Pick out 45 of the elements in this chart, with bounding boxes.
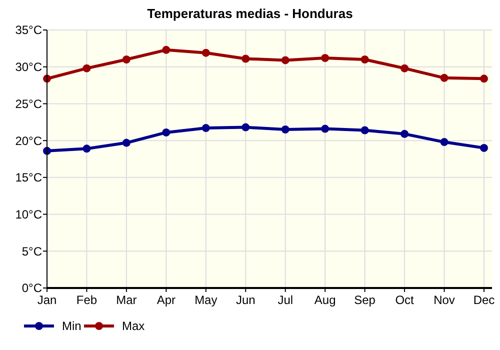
point	[162, 128, 170, 136]
point	[122, 55, 130, 64]
point	[122, 138, 130, 147]
x-tick-label: Feb	[76, 293, 98, 307]
x-tick-label: Jun	[236, 293, 256, 307]
point	[321, 124, 330, 133]
point	[82, 144, 91, 153]
point	[82, 64, 91, 72]
y-tick-label: 5°C	[22, 244, 42, 258]
point	[162, 46, 170, 54]
chart-title: Temperaturas medias - Honduras	[147, 6, 353, 21]
x-tick-label: May	[194, 293, 218, 307]
point	[400, 64, 409, 72]
y-tick-label: 20°C	[15, 134, 42, 148]
point	[360, 55, 369, 64]
point	[360, 126, 369, 134]
y-tick-label: 15°C	[15, 170, 42, 185]
point	[202, 48, 210, 57]
x-tick-label: Aug	[314, 293, 336, 307]
point	[202, 124, 210, 132]
point	[321, 54, 330, 62]
x-tick-label: Nov	[434, 293, 455, 307]
y-tick-label: 35°C	[15, 23, 42, 38]
y-tick-label: 30°C	[15, 60, 42, 74]
legend-label: Max	[122, 319, 145, 334]
point	[440, 138, 448, 146]
x-tick-label: Dec	[473, 293, 495, 307]
y-tick-label: 0°C	[22, 281, 42, 296]
point	[440, 74, 448, 82]
point	[242, 54, 250, 63]
point	[480, 74, 488, 83]
x-tick-label: Oct	[395, 293, 415, 307]
legend-label: Min	[62, 319, 82, 334]
point	[242, 123, 250, 132]
point	[281, 56, 290, 64]
y-tick-label: 25°C	[15, 96, 42, 111]
x-tick-label: Mar	[116, 293, 137, 307]
x-tick-label: Apr	[156, 293, 176, 307]
x-tick-label: Jul	[278, 293, 294, 307]
point	[400, 130, 409, 138]
point	[480, 144, 488, 152]
x-tick-label: Jan	[37, 293, 57, 307]
point	[281, 126, 290, 134]
y-tick-label: 10°C	[15, 207, 42, 222]
x-tick-label: Sep	[354, 293, 376, 307]
